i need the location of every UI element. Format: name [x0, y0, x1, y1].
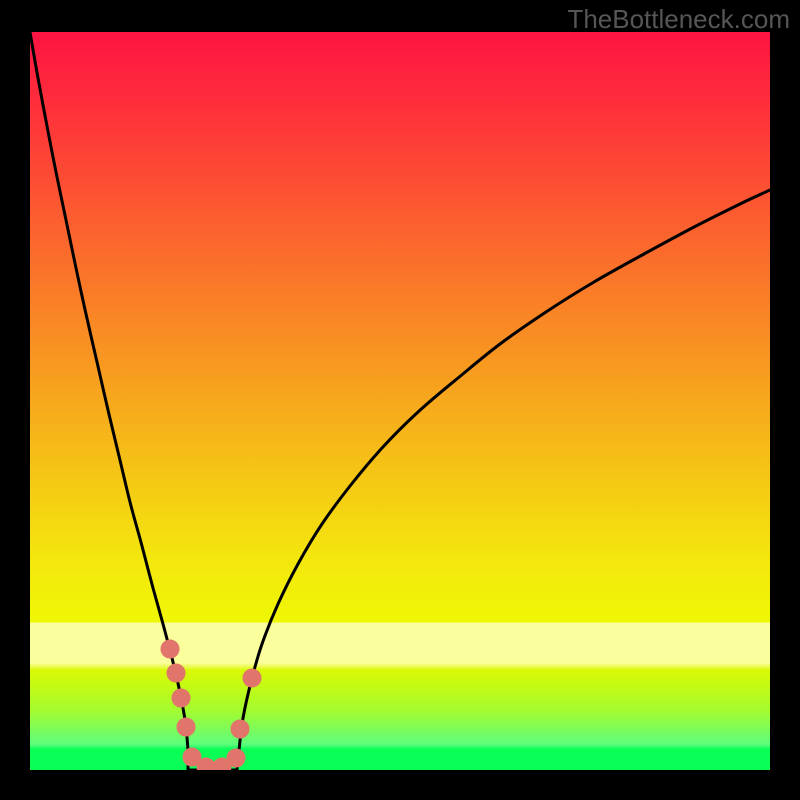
chart-root: TheBottleneck.com [0, 0, 800, 800]
bottleneck-chart-svg [0, 0, 800, 800]
heat-gradient-background [30, 32, 770, 770]
marker-dot [197, 758, 215, 776]
marker-dot [231, 720, 249, 738]
marker-dot [227, 749, 245, 767]
watermark-text: TheBottleneck.com [567, 4, 790, 35]
marker-dot [161, 640, 179, 658]
marker-dot [172, 689, 190, 707]
marker-dot [243, 669, 261, 687]
marker-dot [177, 718, 195, 736]
marker-dot [167, 664, 185, 682]
